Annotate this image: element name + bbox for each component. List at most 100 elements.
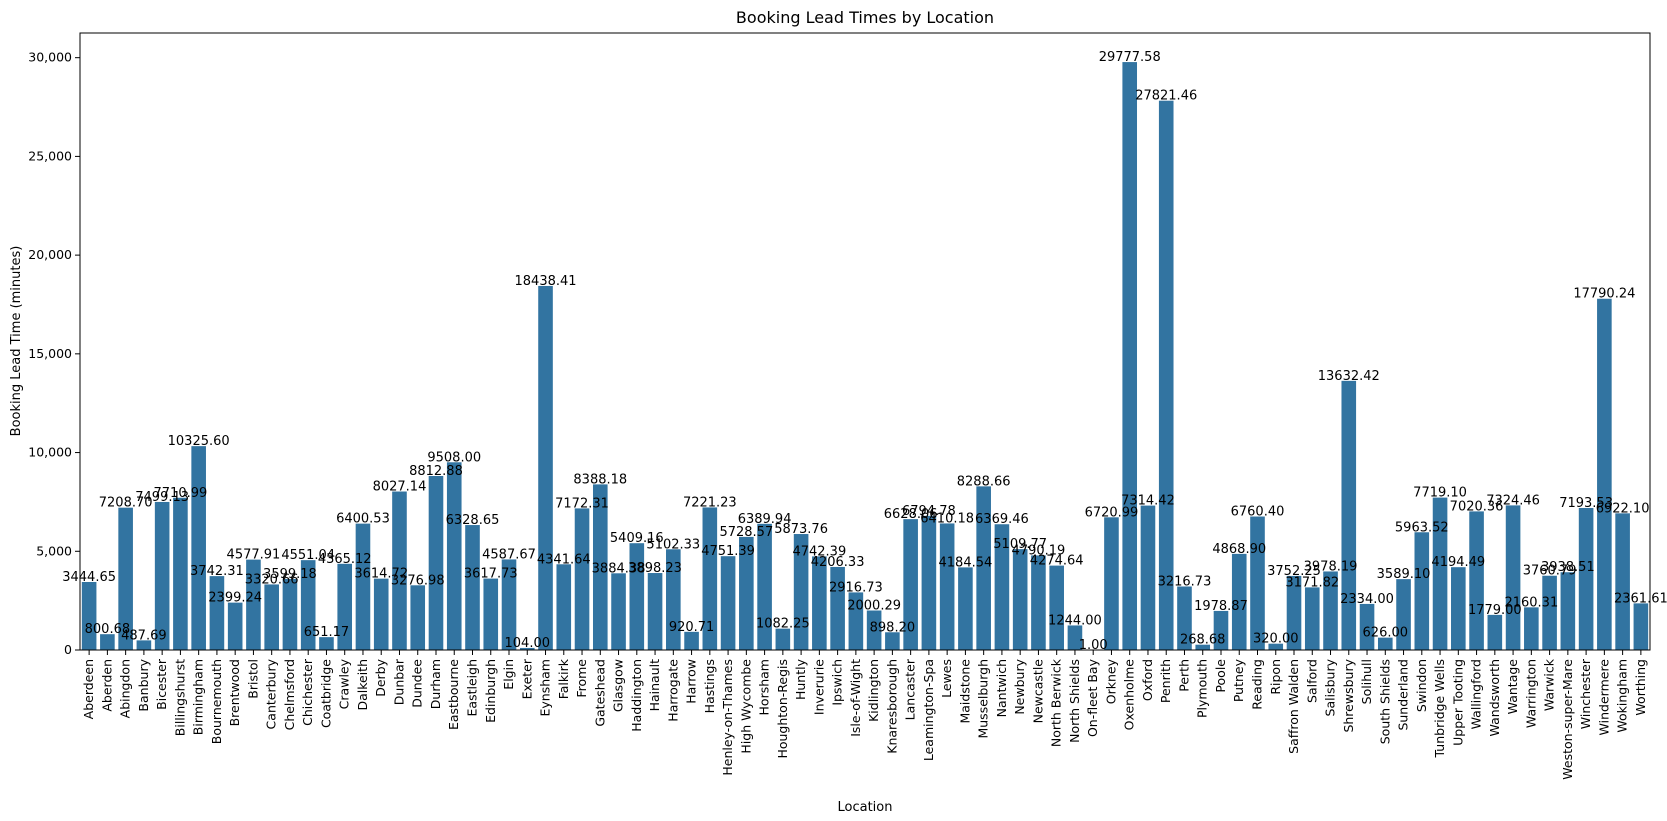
bar <box>958 567 973 650</box>
x-tick-label: Dalkeith <box>355 659 370 711</box>
bar <box>227 602 243 650</box>
bar <box>1323 571 1338 650</box>
bar <box>1396 579 1411 650</box>
data-label: 13632.42 <box>1318 369 1380 384</box>
x-tick-label: Durham <box>428 659 443 709</box>
bar <box>1597 298 1612 650</box>
bar <box>1341 380 1357 650</box>
bar <box>1451 567 1466 650</box>
x-tick-label: Weston-super-Mare <box>1560 659 1575 780</box>
x-tick-label: Sunderland <box>1396 659 1411 731</box>
bar <box>1231 553 1247 650</box>
data-label: 5409.16 <box>610 531 664 546</box>
bar <box>519 647 535 650</box>
data-label: 3760.79 <box>1523 564 1577 579</box>
data-label: 6328.65 <box>446 513 500 528</box>
data-label: 5109.77 <box>993 537 1047 552</box>
bar <box>1469 511 1484 650</box>
data-label: 8027.14 <box>373 480 427 495</box>
x-axis-label: Location <box>838 800 893 815</box>
bar <box>209 576 225 650</box>
data-label: 4587.67 <box>482 547 536 562</box>
data-label: 2160.31 <box>1504 595 1558 610</box>
data-label: 4551.04 <box>281 548 335 563</box>
data-label: 9508.00 <box>427 450 481 465</box>
bar <box>976 486 991 650</box>
data-label: 4184.54 <box>939 555 993 570</box>
data-label: 7719.10 <box>1413 486 1467 501</box>
bar <box>246 559 261 650</box>
bar <box>1487 614 1503 650</box>
data-label: 5873.76 <box>774 522 828 537</box>
x-tick-label: Eynsham <box>538 659 553 717</box>
data-label: 6389.94 <box>738 512 792 527</box>
bar <box>739 536 754 650</box>
x-tick-label: Inverurie <box>811 659 826 715</box>
x-tick-label: Eastbourne <box>446 659 461 730</box>
x-tick-label: Wallingford <box>1469 659 1484 729</box>
data-label: 4577.91 <box>227 548 281 563</box>
x-tick-label: Gateshead <box>592 659 607 727</box>
bar <box>1432 497 1448 650</box>
x-tick-label: Elgin <box>501 659 516 690</box>
bar <box>1377 637 1393 650</box>
x-tick-label: Harrogate <box>665 659 680 722</box>
x-tick-label: Haddington <box>629 659 644 732</box>
x-tick-label: Derby <box>373 658 388 696</box>
bar <box>173 497 188 650</box>
data-label: 8288.66 <box>957 474 1011 489</box>
x-tick-label: Perth <box>1176 659 1191 692</box>
bar <box>939 523 955 650</box>
bars-group <box>81 62 1649 650</box>
y-axis: 0 5,000 10,000 15,000 20,000 25,000 30,000 <box>28 50 80 657</box>
bar <box>446 462 462 650</box>
x-tick-label: Aberdeen <box>81 659 96 719</box>
bar <box>647 573 663 650</box>
x-tick-label: Saffron Walden <box>1286 659 1301 754</box>
data-label: 1082.25 <box>756 617 810 632</box>
data-label: 4341.64 <box>537 552 591 567</box>
x-tick-label: Wandsworth <box>1487 659 1502 736</box>
bar <box>1122 62 1138 650</box>
data-label: 3320.66 <box>245 572 299 587</box>
x-tick-label: Chichester <box>300 658 315 726</box>
y-tick-label: 15,000 <box>28 346 72 361</box>
x-tick-label: Isle-of-Wight <box>848 659 863 737</box>
data-label: 3216.73 <box>1158 574 1212 589</box>
x-tick-label: North Berwick <box>1049 658 1064 747</box>
data-label: 18438.41 <box>515 274 577 289</box>
x-tick-label: Worthing <box>1633 659 1648 716</box>
data-label: 6628.06 <box>884 507 938 522</box>
x-tick-label: Solihull <box>1359 659 1374 704</box>
x-tick-label: Birmingham <box>191 659 206 735</box>
data-label: 2916.73 <box>829 580 883 595</box>
data-label: 3742.31 <box>190 564 244 579</box>
data-label: 5963.52 <box>1395 520 1449 535</box>
bar <box>1505 505 1521 650</box>
bar <box>1250 516 1265 650</box>
bar <box>866 610 882 650</box>
bar <box>1067 625 1083 650</box>
x-tick-label: Plymouth <box>1195 659 1210 718</box>
data-label: 7314.42 <box>1121 494 1175 509</box>
bar <box>118 507 133 650</box>
y-tick-label: 0 <box>64 642 72 657</box>
bar <box>1049 565 1064 650</box>
bar <box>1542 575 1557 650</box>
data-label: 7208.70 <box>99 496 153 511</box>
data-label: 4194.49 <box>1431 555 1485 570</box>
plot-frame <box>79 32 1651 651</box>
data-label: 6400.53 <box>336 512 390 527</box>
x-tick-label: Banbury <box>136 658 151 711</box>
bar <box>100 634 115 650</box>
x-tick-label: Maidstone <box>957 659 972 724</box>
x-tick-label: Newcastle <box>1030 659 1045 724</box>
x-tick-label: Aberden <box>99 659 114 712</box>
bar <box>483 578 499 650</box>
x-tick-label: Shrewsbury <box>1341 658 1356 732</box>
bar <box>1195 644 1211 650</box>
x-tick-label: Canterbury <box>264 658 279 729</box>
bar <box>264 584 279 650</box>
y-tick-label: 25,000 <box>28 148 72 163</box>
x-tick-label: Bristol <box>245 659 260 699</box>
